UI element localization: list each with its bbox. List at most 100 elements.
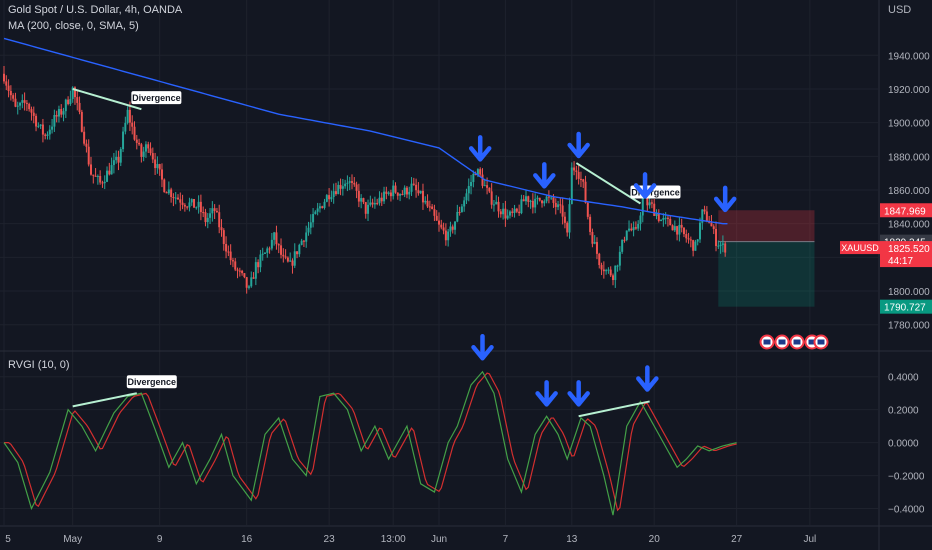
candle-body [657,213,660,222]
price-divergence-line [72,87,142,111]
candle-body [481,174,484,186]
candle-body [637,223,640,229]
candle-body [218,212,221,228]
candle-body [440,224,443,228]
candle-body [213,208,216,211]
candle-body [300,240,303,245]
candle-body [92,174,95,176]
candle-body [261,253,264,255]
candle-body [289,260,292,262]
candle-body [614,265,617,281]
candle-body [380,197,383,202]
candle-body [367,204,370,214]
candle-body [318,206,321,209]
candle-body [101,182,104,184]
candle-body [394,185,397,193]
candle-body [474,173,477,176]
price-divergence-line [575,162,642,205]
candle-body [142,151,145,157]
candle-body [334,191,337,195]
candle-body [650,202,653,204]
candle-body [110,165,113,175]
candle-body [522,199,525,202]
candle-body [325,195,328,202]
candle-body [605,270,608,272]
candle-body [412,183,415,185]
candle-body [678,224,681,235]
candle-body [680,224,683,228]
candle-body [83,131,86,144]
candle-body [14,98,17,107]
candle-body [378,197,381,204]
divergence-label-box [131,91,182,105]
rvgi-arrow-icon [636,365,659,392]
candle-body [316,208,319,212]
candle-body [103,181,106,184]
candle-body [135,139,138,143]
flag-icon-fill [778,339,786,345]
candle-body [53,114,56,127]
candle-body [465,193,468,201]
candle-body [476,169,479,176]
candle-body [337,184,340,195]
candle-body [586,202,589,217]
ma-indicator-label[interactable]: MA (200, close, 0, SMA, 5) [8,20,139,32]
candle-body [158,164,161,170]
price-arrow-icon [533,162,556,189]
candle-body [632,227,635,231]
price-tick-label: 1780.000 [888,321,930,332]
candle-body [90,164,92,175]
candle-body [64,99,67,112]
price-arrow-icon [713,185,737,213]
candle-body [630,228,633,231]
candle-body [37,125,40,127]
candle-body [579,178,582,180]
rvgi-indicator-label[interactable]: RVGI (10, 0) [8,359,70,371]
candle-body [415,184,418,191]
flag-icon-fill [793,339,801,345]
candle-body [612,275,614,281]
time-tick-label: 9 [157,534,163,545]
candle-body [685,234,688,239]
candle-body [202,212,205,214]
candle-body [376,203,379,205]
candle-body [117,156,120,163]
candle-body [112,160,115,166]
candle-body [513,208,516,213]
candle-body [717,245,720,247]
candle-body [435,215,438,221]
candle-body [25,102,28,104]
candle-body [330,197,333,200]
candle-body [71,87,74,99]
candle-body [108,170,111,175]
rvgi-tick-label: 0.4000 [888,373,919,384]
candle-body [495,201,498,205]
candle-body [460,206,463,213]
candle-body [270,239,273,249]
candle-body [362,198,365,203]
candle-body [16,105,19,107]
divergence-label-text: Divergence [631,187,680,197]
candle-body [497,201,500,212]
candle-body [456,211,459,222]
time-tick-label: May [63,534,82,545]
candle-body [479,169,482,175]
candle-body [140,144,143,157]
candle-body [405,187,408,195]
candle-body [671,225,674,231]
candle-body [80,111,83,132]
candle-body [719,244,722,246]
candle-body [392,185,395,197]
rvgi-divergence-line [578,400,650,418]
rvgi-tick-label: 0.2000 [888,406,919,417]
candle-body [360,198,363,202]
candle-body [293,251,296,266]
candle-body [231,260,234,262]
candle-body [602,269,605,272]
candle-body [67,99,70,105]
candle-body [676,226,679,235]
candle-body [341,186,344,189]
candle-body [46,134,49,136]
candle-body [69,98,72,105]
